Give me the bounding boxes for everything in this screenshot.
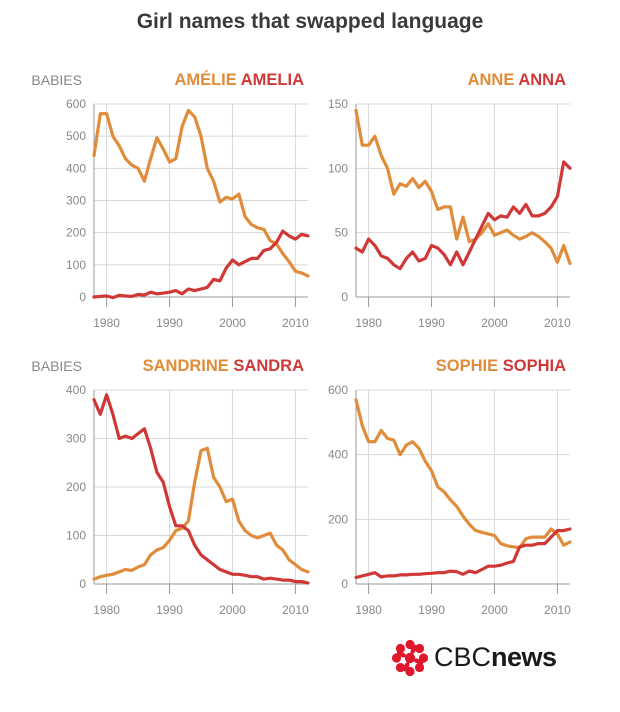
gem-petal [395,662,406,673]
x-tick-label: 1990 [418,316,445,330]
gem-spoke [396,651,406,658]
y-tick-label: 200 [66,480,86,494]
legend-entry-anne: ANNE [468,71,515,89]
y-tick-label: 600 [328,383,348,397]
legend: ANNE ANNA [468,71,566,89]
y-tick-label: 0 [79,577,86,591]
y-tick-label: 100 [66,529,86,543]
legend-entry-sophia: SOPHIA [498,357,566,375]
gem-spoke [414,658,424,665]
panel-2: 0 50 100 150 1980 1990 2000 2010 ANNE ANNA [328,71,572,330]
gem-spoke [403,662,410,672]
chart-title: Girl names that swapped language [136,10,484,33]
series-line-amélie [92,108,310,278]
gem-petal [414,662,425,673]
series-line-sandra [92,393,310,585]
legend-entry-amelia: AMELIA [237,71,304,89]
y-tick-label: 50 [335,226,349,240]
x-tick-label: 1990 [418,603,445,617]
x-tick-label: 1980 [355,603,382,617]
series-line-sophie [354,398,572,550]
y-tick-label: 150 [328,97,348,111]
x-tick-label: 1980 [93,316,120,330]
x-tick-label: 2000 [481,603,508,617]
logo-brand: CBC [434,642,492,672]
y-tick-label: 400 [66,161,86,175]
y-tick-label: 100 [66,258,86,272]
series-line-anna [354,160,572,271]
legend-entry-sophie: SOPHIE [436,357,498,375]
panel-1: 0 100 200 300 400 500 600 1980 1990 2000 2010 BABIE… [31,70,310,330]
y-tick-label: 100 [328,161,348,175]
logo-wordmark: CBCnews [434,640,557,674]
x-tick-label: 1980 [355,316,382,330]
series-line-sandrine [92,446,310,581]
cbc-gem-icon [391,639,429,677]
cbc-news-logo: CBCnews [390,638,570,678]
gem-petal [414,643,425,654]
legend-entry-sandra: SANDRA [229,357,304,375]
y-tick-label: 0 [341,290,348,304]
logo-word: news [491,642,557,672]
y-axis-label: BABIES [31,358,82,374]
x-tick-label: 2010 [282,603,309,617]
legend: AMÉLIE AMELIA [174,70,304,89]
panel-4: 0 200 400 600 1980 1990 2000 2010 SOPHIE SOPHIA [328,357,572,617]
x-tick-label: 1990 [156,603,183,617]
y-tick-label: 600 [66,97,86,111]
y-tick-label: 200 [66,226,86,240]
y-tick-label: 0 [79,290,86,304]
y-tick-label: 300 [66,432,86,446]
series-line-anne [354,108,572,266]
x-tick-label: 2000 [219,316,246,330]
y-tick-label: 500 [66,129,86,143]
y-tick-label: 300 [66,194,86,208]
series-line-sophia [354,527,572,580]
gem-center [404,652,416,664]
y-tick-label: 0 [341,577,348,591]
x-tick-label: 2000 [219,603,246,617]
x-tick-label: 1980 [93,603,120,617]
legend-entry-sandrine: SANDRINE [143,357,229,375]
gem-petal [395,643,406,654]
legend-entry-amélie: AMÉLIE [174,70,236,89]
panel-3: 0 100 200 300 400 1980 1990 2000 2010 BABIES SANDR… [31,357,310,617]
x-tick-label: 2000 [481,316,508,330]
legend: SANDRINE SANDRA [143,357,304,375]
x-tick-label: 2010 [544,603,571,617]
y-tick-label: 200 [328,512,348,526]
series-line-amelia [92,229,310,300]
legend-entry-anna: ANNA [514,71,566,89]
x-tick-label: 1990 [156,316,183,330]
y-axis-label: BABIES [31,72,82,88]
gem-spoke [410,644,417,654]
legend: SOPHIE SOPHIA [436,357,566,375]
y-tick-label: 400 [328,448,348,462]
x-tick-label: 2010 [544,316,571,330]
x-tick-label: 2010 [282,316,309,330]
y-tick-label: 400 [66,383,86,397]
